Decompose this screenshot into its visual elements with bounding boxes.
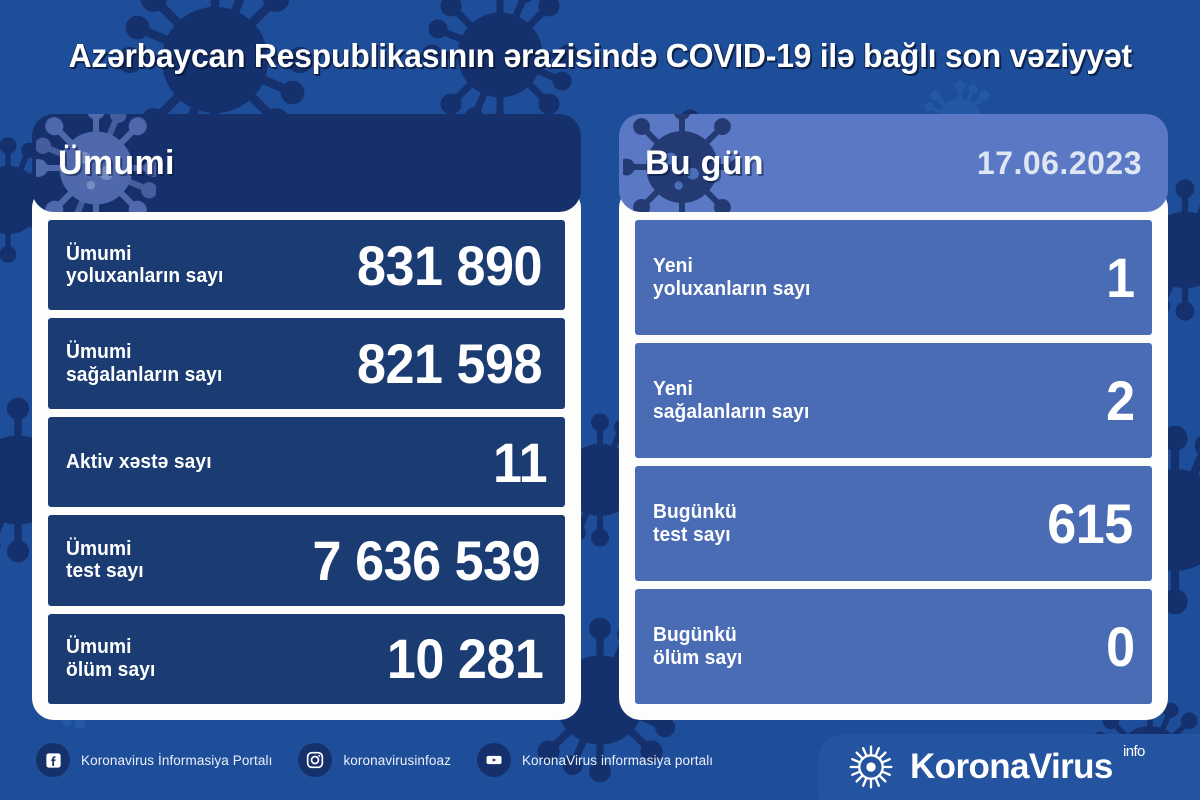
social-instagram[interactable]: koronavirusinfoaz (298, 743, 451, 777)
brand-name-text: KoronaVirus (910, 747, 1113, 786)
panel-today: Bu gün 17.06.2023 Yeni yoluxanların sayı… (619, 114, 1168, 720)
brand-name: KoronaVirus info (910, 743, 1145, 787)
stat-value: 2 (1106, 369, 1135, 432)
panel-total-title: Ümumi (58, 143, 175, 182)
stat-row: Ümumi test sayı 7 636 539 (48, 515, 565, 606)
stat-row: Ümumi sağalanların sayı 821 598 (48, 318, 565, 409)
stat-row: Yeni yoluxanların sayı 1 (635, 220, 1152, 335)
youtube-icon[interactable] (476, 743, 511, 777)
stat-value: 615 (1047, 492, 1133, 555)
social-label: Koronavirus İnformasiya Portalı (81, 752, 273, 768)
stat-value: 7 636 539 (312, 528, 541, 592)
stat-label: Ümumi ölüm sayı (66, 636, 156, 681)
stat-label: Bugünkü test sayı (653, 501, 737, 546)
footer: Koronavirus İnformasiya Portalı koronavi… (0, 720, 1200, 800)
stat-label: Yeni yoluxanların sayı (653, 255, 811, 300)
stat-value: 0 (1106, 615, 1135, 678)
social-facebook[interactable]: Koronavirus İnformasiya Portalı (36, 743, 272, 777)
stat-row: Ümumi yoluxanların sayı 831 890 (48, 220, 565, 311)
panel-today-header: Bu gün 17.06.2023 (619, 114, 1168, 212)
brand-logo[interactable]: KoronaVirus info (818, 734, 1200, 800)
stat-value: 821 598 (357, 332, 543, 396)
stat-row: Ümumi ölüm sayı 10 281 (48, 613, 565, 705)
stats-panels: Ümumi Ümumi yoluxanların sayı 831 890 Üm… (32, 114, 1168, 720)
stat-value: 831 890 (357, 233, 543, 297)
social-label: KoronaVirus informasiya portalı (521, 752, 714, 768)
stat-label: Ümumi sağalanların sayı (66, 341, 223, 386)
stat-value: 1 (1106, 246, 1135, 309)
facebook-icon[interactable] (36, 743, 70, 777)
panel-total-body: Ümumi yoluxanların sayı 831 890 Ümumi sa… (32, 186, 581, 720)
brand-suffix: info (1123, 743, 1145, 760)
stat-row: Yeni sağalanların sayı 2 (635, 343, 1152, 458)
panel-today-date: 17.06.2023 (976, 144, 1142, 181)
panel-total: Ümumi Ümumi yoluxanların sayı 831 890 Üm… (32, 114, 581, 720)
stat-row: Bugünkü ölüm sayı 0 (635, 589, 1152, 704)
social-links: Koronavirus İnformasiya Portalı koronavi… (0, 743, 713, 777)
stat-row: Aktiv xəstə sayı 11 (48, 416, 565, 508)
social-youtube[interactable]: KoronaVirus informasiya portalı (476, 743, 714, 777)
stat-label: Ümumi yoluxanların sayı (66, 242, 224, 288)
stat-label: Yeni sağalanların sayı (653, 378, 810, 423)
stat-label: Ümumi test sayı (66, 538, 144, 583)
page-title: Azərbaycan Respublikasının ərazisində CO… (68, 37, 1132, 74)
social-label: koronavirusinfoaz (343, 752, 451, 768)
stat-value: 11 (492, 430, 548, 494)
stat-label: Aktiv xəstə sayı (66, 450, 212, 473)
stat-value: 10 281 (386, 627, 544, 691)
panel-total-header: Ümumi (32, 114, 581, 212)
virus-logo-icon (849, 745, 893, 789)
panel-today-title: Bu gün (645, 143, 764, 182)
stat-row: Bugünkü test sayı 615 (635, 466, 1152, 581)
title-bar: Azərbaycan Respublikasının ərazisində CO… (0, 0, 1200, 112)
instagram-icon[interactable] (298, 743, 333, 777)
stat-label: Bugünkü ölüm sayı (653, 624, 743, 669)
panel-today-body: Yeni yoluxanların sayı 1 Yeni sağalanlar… (619, 186, 1168, 720)
